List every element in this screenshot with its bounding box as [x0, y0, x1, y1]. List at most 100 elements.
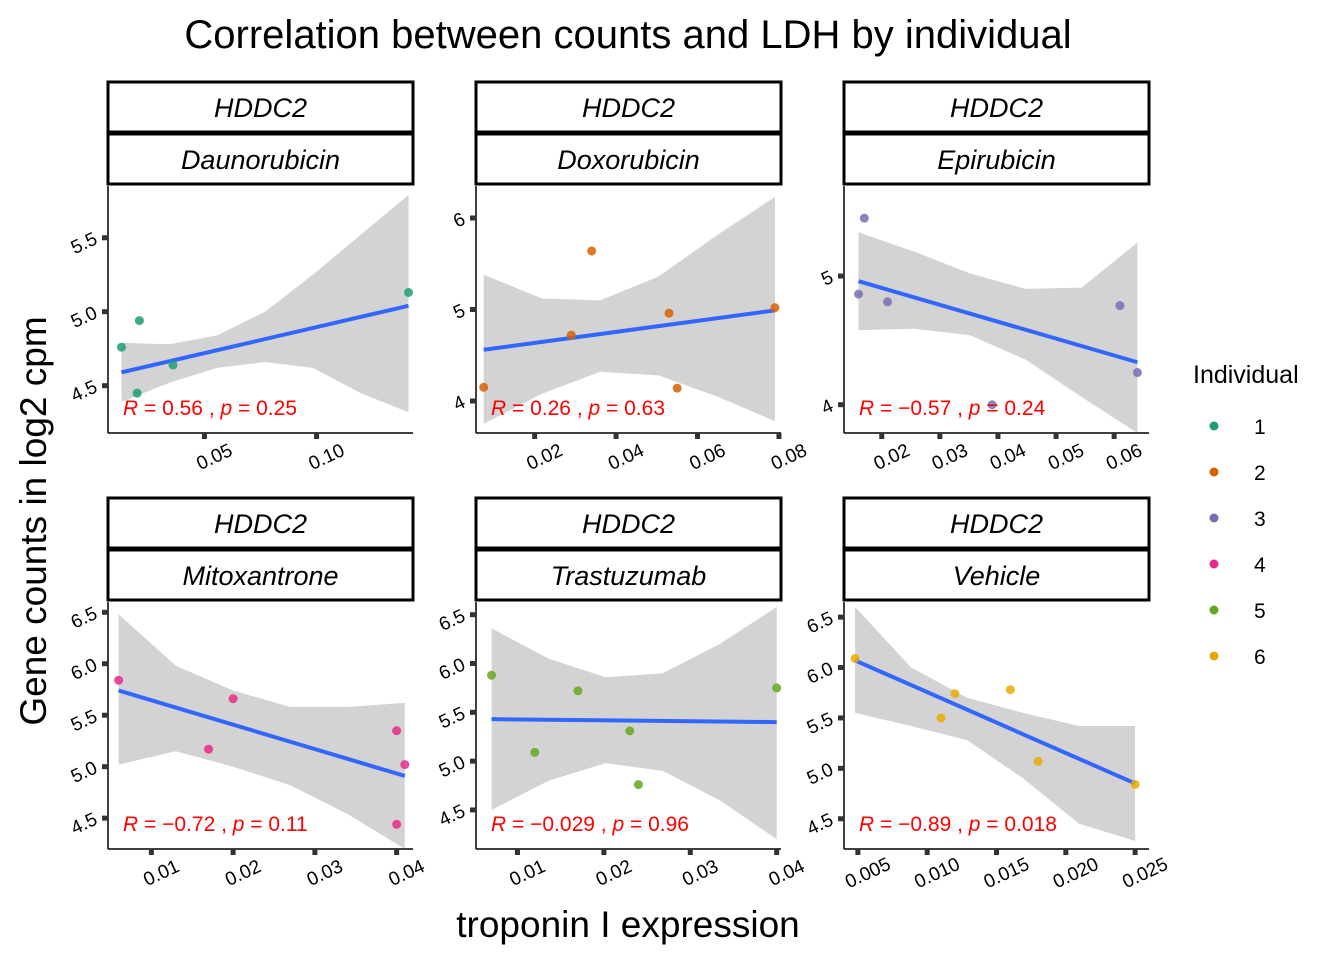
- regression-line: [857, 279, 1138, 365]
- legend-label: 2: [1254, 462, 1266, 485]
- annotation-value: −0.57: [898, 397, 951, 420]
- x-tick-label: 0.02: [222, 856, 264, 891]
- panel-grid: HDDC2 Daunorubicin R = 0.56 , p = 0.25 4.5 5…: [68, 80, 1171, 893]
- legend-key: [1209, 467, 1219, 477]
- correlation-annotation: R = −0.72 , p = 0.11: [123, 813, 308, 836]
- x-tick-label: 0.04: [766, 856, 809, 891]
- x-tick-label: 0.04: [386, 856, 429, 891]
- data-point: [1005, 685, 1015, 695]
- y-tick-label: 4.5: [436, 801, 469, 831]
- correlation-annotation: R = 0.26 , p = 0.63: [491, 397, 665, 420]
- regression-line: [854, 658, 1136, 786]
- regression-line: [491, 717, 777, 725]
- data-point: [1132, 368, 1142, 378]
- strip-gene-label: HDDC2: [214, 93, 307, 123]
- strip-drug-box: [474, 548, 783, 602]
- data-point: [770, 303, 780, 313]
- data-point: [479, 382, 489, 392]
- strip-drug-box: [106, 548, 415, 602]
- panel-trastuzumab: HDDC2 Trastuzumab R = −0.029 , p = 0.96 4.5…: [436, 496, 809, 891]
- x-tick-label: 0.05: [193, 440, 235, 475]
- x-tick-label: 0.04: [987, 440, 1030, 475]
- regression-line: [483, 308, 776, 352]
- data-point: [772, 683, 782, 693]
- strip-gene-label: HDDC2: [950, 509, 1043, 539]
- data-point: [625, 726, 635, 736]
- data-point: [392, 726, 402, 736]
- confidence-band: [491, 606, 777, 840]
- data-point: [854, 289, 864, 299]
- x-tick-label: 0.05: [1045, 440, 1087, 475]
- x-tick-label: 0.10: [306, 440, 348, 475]
- data-point: [168, 360, 178, 370]
- strip-gene-label: HDDC2: [214, 509, 307, 539]
- correlation-annotation: R = −0.57 , p = 0.24: [859, 397, 1046, 420]
- data-point: [573, 686, 583, 696]
- y-tick-label: 6.5: [68, 603, 101, 633]
- strip-drug-box: [474, 132, 783, 186]
- legend-title: Individual: [1193, 361, 1299, 389]
- data-point: [883, 297, 893, 307]
- y-tick-label: 5.0: [68, 758, 101, 788]
- x-tick-label: 0.01: [506, 856, 548, 891]
- data-point: [400, 760, 410, 770]
- confidence-band: [121, 194, 409, 413]
- annotation-value: −0.72: [162, 813, 215, 836]
- x-tick-label: 0.03: [304, 856, 346, 891]
- y-tick-label: 5.5: [436, 703, 469, 733]
- y-tick-label: 6.0: [68, 655, 101, 685]
- regression-line: [121, 303, 409, 375]
- panel-vehicle: HDDC2 Vehicle R = −0.89 , p = 0.018 4.5 5.0 5…: [804, 496, 1171, 893]
- strip-gene-label: HDDC2: [950, 93, 1043, 123]
- y-tick-label: 6.0: [436, 654, 469, 684]
- legend-label: 1: [1254, 416, 1266, 439]
- data-point: [987, 400, 997, 410]
- strip-drug-box: [842, 132, 1151, 186]
- strip-drug-label: Daunorubicin: [181, 145, 340, 175]
- strip-drug-box: [842, 548, 1151, 602]
- correlation-annotation: R = −0.89 , p = 0.018: [859, 813, 1057, 836]
- legend: Individual 1 2 3 4 5 6: [1193, 361, 1299, 669]
- annotation-value: 0.24: [1004, 397, 1045, 420]
- data-point: [487, 670, 497, 680]
- data-point: [404, 287, 414, 297]
- legend-key: [1209, 421, 1219, 431]
- confidence-band: [858, 232, 1138, 433]
- strip-gene-box: [106, 80, 415, 134]
- panel-epirubicin: HDDC2 Epirubicin R = −0.57 , p = 0.24 4 5 0.0…: [818, 80, 1151, 475]
- x-tick-label: 0.015: [981, 854, 1033, 893]
- annotation-value: 0.96: [648, 813, 689, 836]
- x-tick-label: 0.02: [524, 440, 566, 475]
- y-tick-label: 4.5: [68, 809, 101, 839]
- y-tick-label: 6: [450, 209, 468, 233]
- panel-daunorubicin: HDDC2 Daunorubicin R = 0.56 , p = 0.25 4.5 5…: [68, 80, 415, 475]
- legend-label: 5: [1254, 600, 1266, 623]
- legend-key: [1209, 559, 1219, 569]
- legend-items: 1 2 3 4 5 6: [1209, 416, 1266, 669]
- y-tick-label: 4: [818, 395, 837, 419]
- x-tick-label: 0.02: [593, 856, 635, 891]
- y-tick-label: 6.0: [804, 658, 837, 688]
- x-tick-label: 0.005: [842, 854, 894, 893]
- x-tick-label: 0.06: [687, 440, 729, 475]
- regression-line: [118, 688, 406, 778]
- data-point: [633, 780, 643, 790]
- y-tick-label: 4.5: [804, 810, 837, 840]
- x-tick-label: 0.06: [1103, 440, 1145, 475]
- y-tick-label: 4.5: [68, 377, 101, 407]
- legend-key: [1209, 513, 1219, 523]
- data-point: [936, 713, 946, 723]
- data-point: [859, 213, 869, 223]
- data-point: [228, 694, 238, 704]
- strip-gene-label: HDDC2: [582, 509, 675, 539]
- data-point: [392, 819, 402, 829]
- strip-drug-label: Mitoxantrone: [182, 561, 338, 591]
- panel-doxorubicin: HDDC2 Doxorubicin R = 0.26 , p = 0.63 4 5 6 0.…: [450, 80, 810, 475]
- data-point: [672, 383, 682, 393]
- strip-gene-box: [474, 80, 783, 134]
- y-tick-label: 6.5: [436, 606, 469, 636]
- strip-gene-box: [842, 496, 1151, 550]
- correlation-annotation: R = 0.56 , p = 0.25: [123, 397, 297, 420]
- x-tick-label: 0.08: [768, 440, 810, 475]
- y-tick-label: 5.5: [68, 706, 101, 736]
